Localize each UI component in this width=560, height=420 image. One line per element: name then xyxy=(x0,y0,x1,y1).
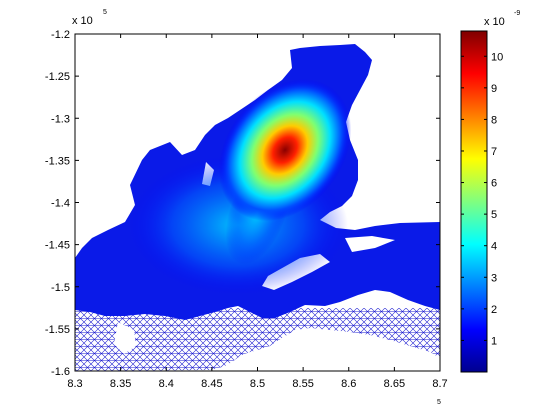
colorbar-tick-label: 5 xyxy=(491,209,497,221)
y-tick-label: -1.55 xyxy=(45,324,70,336)
colorbar-tick-label: 3 xyxy=(491,272,497,284)
x-tick-label: 8.5 xyxy=(250,378,265,390)
y-tick-label: -1.5 xyxy=(51,282,70,294)
x-tick-label: 8.35 xyxy=(110,378,131,390)
hotspot xyxy=(218,78,352,222)
y-tick-label: -1.6 xyxy=(51,366,70,378)
land-patch xyxy=(316,340,334,356)
colorbar-tick-label: 7 xyxy=(491,146,497,158)
colorbar-exponent: x 10 xyxy=(484,16,505,28)
colorbar-exponent-power: -9 xyxy=(514,10,520,17)
x-axis: 8.3 8.35 8.4 8.45 8.5 8.55 8.6 8.65 8.7 xyxy=(67,34,448,390)
y-tick-label: -1.3 xyxy=(51,113,70,125)
x-exponent-power: 5 xyxy=(437,399,441,406)
plot-area xyxy=(75,34,440,371)
y-tick-label: -1.35 xyxy=(45,155,70,167)
y-exponent: x 10 xyxy=(72,15,93,27)
colorbar-tick-label: 6 xyxy=(491,178,497,190)
x-tick-label: 8.4 xyxy=(159,378,174,390)
x-tick-label: 8.55 xyxy=(292,378,313,390)
colorbar-tick-label: 10 xyxy=(491,51,503,63)
y-tick-label: -1.4 xyxy=(51,198,70,210)
x-tick-label: 8.65 xyxy=(384,378,405,390)
land-patch xyxy=(345,236,395,252)
x-tick-label: 8.3 xyxy=(67,378,82,390)
colorbar-tick-label: 1 xyxy=(491,335,497,347)
y-tick-label: -1.25 xyxy=(45,71,70,83)
land-patch xyxy=(114,322,136,354)
x-tick-label: 8.7 xyxy=(432,378,447,390)
y-axis: -1.2 -1.25 -1.3 -1.35 -1.4 -1.45 -1.5 -1.55 -1.6 xyxy=(45,29,440,378)
colorbar-tick-label: 2 xyxy=(491,304,497,316)
x-tick-label: 8.6 xyxy=(341,378,356,390)
colorbar-tick-label: 4 xyxy=(491,241,497,253)
y-tick-label: -1.45 xyxy=(45,240,70,252)
colorbar xyxy=(460,30,488,373)
colorbar-tick-label: 9 xyxy=(491,83,497,95)
colorbar-ticks: 1 2 3 4 5 6 7 8 9 10 xyxy=(461,51,503,347)
y-tick-label: -1.2 xyxy=(51,29,70,41)
x-tick-label: 8.45 xyxy=(201,378,222,390)
mesh-region xyxy=(75,308,440,371)
y-exponent-power: 5 xyxy=(103,9,107,16)
colorbar-tick-label: 8 xyxy=(491,114,497,126)
